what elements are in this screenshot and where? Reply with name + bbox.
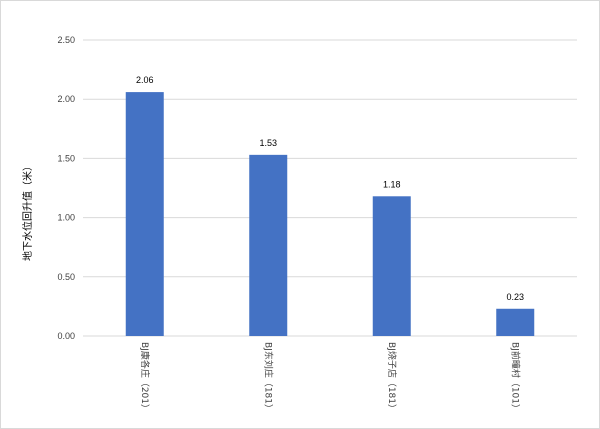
y-tick-label: 2.50 xyxy=(57,35,75,45)
x-category-label: BJ前疃村（101） xyxy=(509,342,521,413)
x-category-label: BJ康各庄（201） xyxy=(139,342,151,413)
bar-value-label: 1.18 xyxy=(383,179,401,189)
bars xyxy=(125,92,535,336)
bar xyxy=(249,154,288,336)
bar-value-label: 2.06 xyxy=(136,75,154,85)
bar xyxy=(496,308,535,336)
y-tick-label: 0.00 xyxy=(57,331,75,341)
y-tick-label: 1.00 xyxy=(57,213,75,223)
gridlines xyxy=(83,39,577,337)
y-tick-label: 1.50 xyxy=(57,153,75,163)
data-labels: 2.06 1.53 1.18 0.23 xyxy=(136,75,524,302)
bar xyxy=(372,196,411,336)
bar xyxy=(125,92,164,336)
y-tick-label: 0.50 xyxy=(57,272,75,282)
y-tick-label: 2.00 xyxy=(57,94,75,104)
x-category-label: BJ烧子店（181） xyxy=(386,342,398,413)
bar-value-label: 1.53 xyxy=(259,138,277,148)
y-axis-title: 地下水位回升值（米） xyxy=(21,161,34,261)
x-category-label: BJ东刘庄（181） xyxy=(262,342,274,413)
y-axis-ticks: 0.00 0.50 1.00 1.50 2.00 2.50 xyxy=(57,35,75,341)
x-axis-categories: BJ康各庄（201） BJ东刘庄（181） BJ烧子店（181） BJ前疃村（101） xyxy=(139,342,522,413)
bar-value-label: 0.23 xyxy=(506,292,524,302)
